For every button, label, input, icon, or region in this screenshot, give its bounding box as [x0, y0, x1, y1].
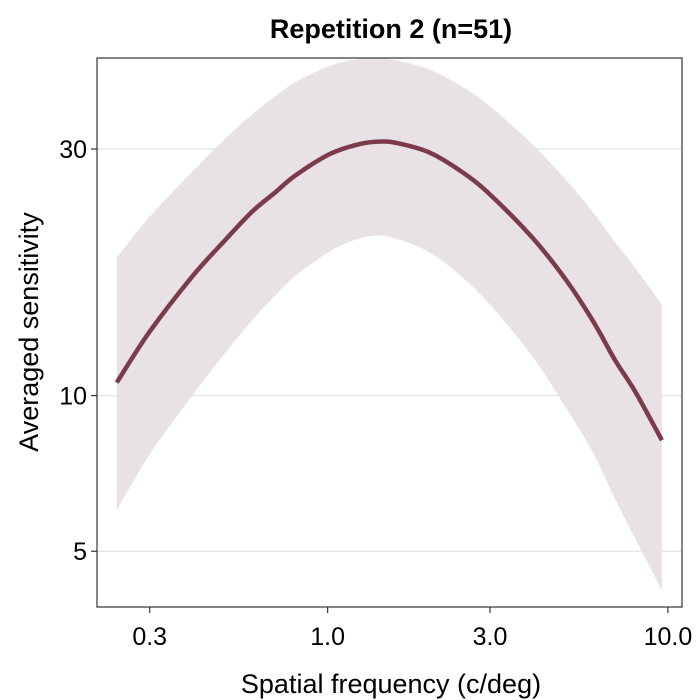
- fitted-curve: [114, 139, 664, 442]
- x-tick-label: 3.0: [473, 623, 508, 651]
- y-tick-label: 10: [59, 383, 87, 411]
- x-tick-label: 10.0: [644, 623, 693, 651]
- confidence-ribbon: [116, 57, 662, 591]
- x-tick-label: 0.3: [132, 623, 167, 651]
- y-axis: 5 10 30: [59, 136, 97, 566]
- confidence-band: [116, 57, 662, 591]
- x-axis: 0.3 1.0 3.0 10.0: [132, 607, 692, 651]
- chart-title: Repetition 2 (n=51): [270, 14, 512, 44]
- x-tick-label: 1.0: [310, 623, 345, 651]
- y-tick-label: 5: [73, 538, 87, 566]
- y-tick-label: 30: [59, 136, 87, 164]
- y-axis-title: Averaged sensitivity: [14, 212, 44, 452]
- plot-panel-border: [96, 57, 683, 608]
- x-axis-title: Spatial frequency (c/deg): [241, 669, 541, 699]
